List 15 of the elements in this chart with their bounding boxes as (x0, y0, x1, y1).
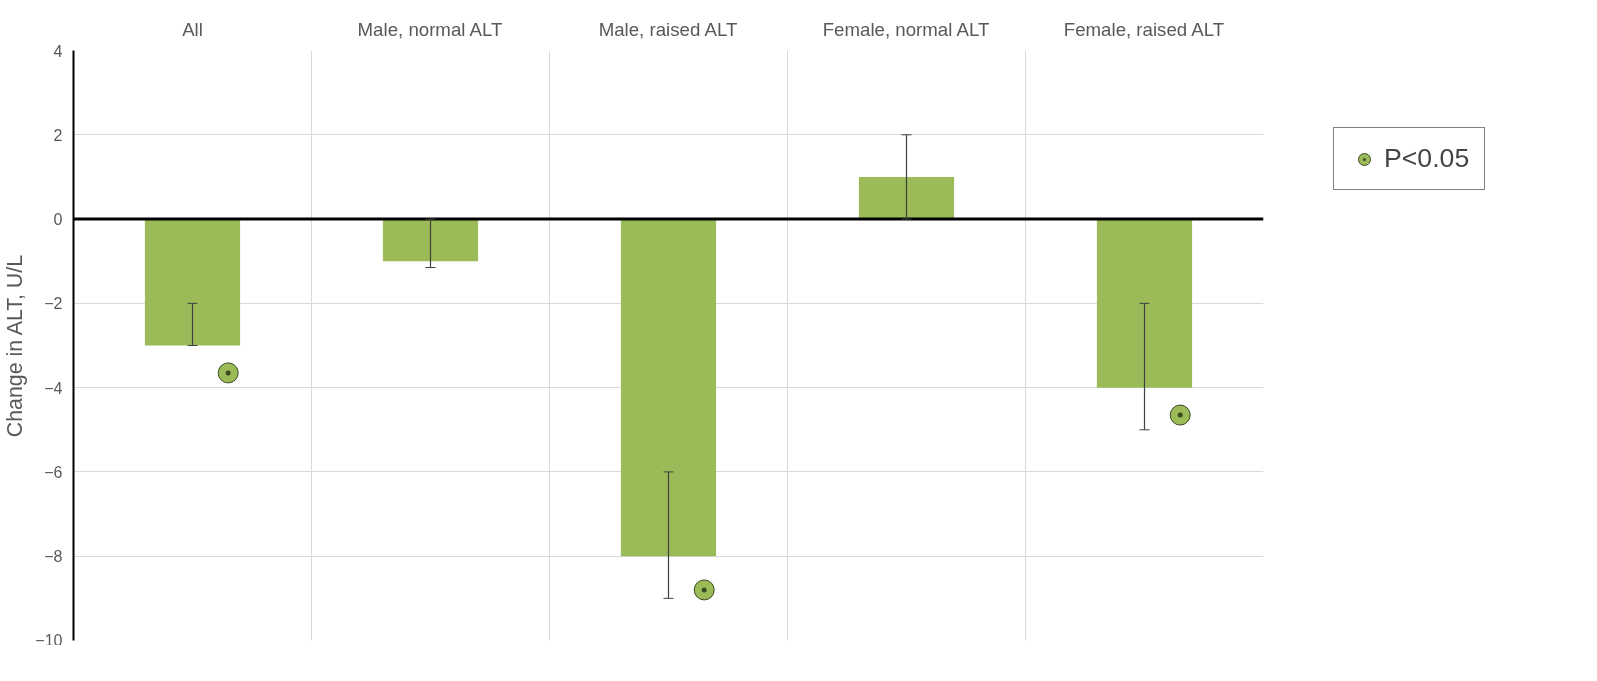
y-tick-label: 4 (53, 42, 63, 60)
y-tick-label: −10 (35, 631, 63, 649)
y-tick-label: −6 (44, 463, 63, 481)
x-tick-label: Male, normal ALT (357, 18, 503, 40)
x-tick-label: Male, raised ALT (598, 18, 738, 40)
x-tick-label: Female, raised ALT (1063, 18, 1225, 40)
y-tick-label: 2 (53, 126, 63, 144)
y-tick-label: −4 (44, 379, 63, 397)
x-tick-label: All (182, 18, 203, 40)
y-tick-label: −2 (44, 295, 63, 313)
y-axis-title: Change in ALT, U/L (3, 254, 28, 438)
x-tick-label: Female, normal ALT (822, 18, 990, 40)
y-tick-label: 0 (53, 211, 63, 229)
legend-label: P<0.05 (1384, 143, 1470, 174)
y-tick-label: −8 (44, 548, 63, 566)
